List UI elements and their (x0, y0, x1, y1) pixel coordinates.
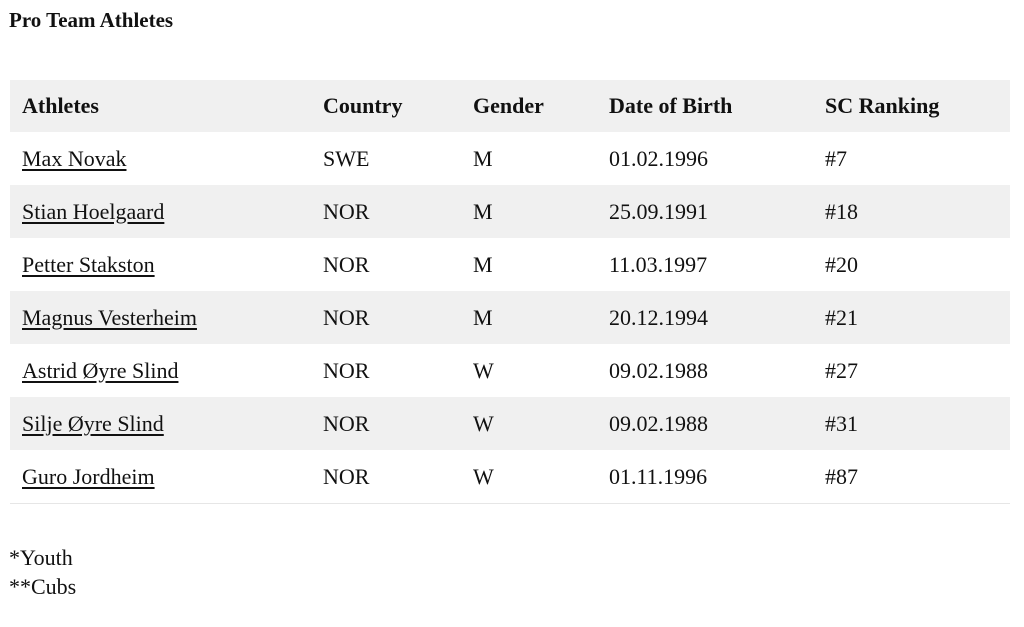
table-cell: #7 (825, 145, 847, 171)
athlete-link[interactable]: Max Novak (22, 145, 127, 171)
table-cell: 09.02.1988 (609, 357, 708, 383)
athlete-cell: Guro Jordheim (10, 450, 311, 504)
footnote: *Youth (9, 545, 73, 570)
footnote: **Cubs (9, 574, 77, 599)
table-cell: NOR (311, 397, 461, 450)
table-row: Stian Hoelgaard NOR M 25.09.1991 #18 (10, 185, 1010, 238)
table-cell: M (473, 145, 493, 171)
athlete-link[interactable]: Magnus Vesterheim (22, 304, 197, 330)
table-cell: W (473, 357, 494, 383)
table-cell: #27 (825, 357, 858, 383)
athlete-cell: Magnus Vesterheim (10, 291, 311, 344)
table-row: Magnus Vesterheim NOR M 20.12.1994 #21 (10, 291, 1010, 344)
table-cell: 01.11.1996 (597, 450, 813, 504)
column-header: Country (311, 80, 461, 132)
athlete-link[interactable]: Guro Jordheim (22, 463, 155, 489)
table-row: Petter Stakston NOR M 11.03.1997 #20 (10, 238, 1010, 291)
table-cell: #18 (813, 185, 1010, 238)
header-row: Athletes Country Gender Date of Birth SC Ran… (10, 80, 1010, 132)
table-cell: M (461, 185, 597, 238)
column-header: Athletes (10, 80, 311, 132)
table-cell: #31 (813, 397, 1010, 450)
table-cell: 11.03.1997 (609, 251, 708, 277)
athlete-link[interactable]: Petter Stakston (22, 251, 155, 277)
table-row: Max Novak SWE M 01.02.1996 #7 (10, 132, 1010, 185)
athlete-cell: Max Novak (10, 132, 311, 185)
table-row: Guro Jordheim NOR W 01.11.1996 #87 (10, 450, 1010, 504)
table-cell: 09.02.1988 (597, 397, 813, 450)
table-cell: #87 (813, 450, 1010, 504)
table-cell: 25.09.1991 (597, 185, 813, 238)
athlete-cell: Astrid Øyre Slind (10, 344, 311, 397)
athlete-cell: Stian Hoelgaard (10, 185, 311, 238)
page-title: Pro Team Athletes (9, 8, 174, 32)
athletes-table: Athletes Country Gender Date of Birth SC Ran… (10, 80, 1010, 504)
athlete-link[interactable]: Silje Øyre Slind (22, 410, 164, 436)
table-cell: W (461, 450, 597, 504)
column-header: Gender (461, 80, 597, 132)
table-body: Max Novak SWE M 01.02.1996 #7 Stian Hoelgaard… (10, 132, 1010, 504)
athlete-cell: Silje Øyre Slind (10, 397, 311, 450)
athlete-cell: Petter Stakston (10, 238, 311, 291)
footnotes: *Youth **Cubs (9, 543, 76, 601)
column-header: Date of Birth (597, 80, 813, 132)
athlete-link[interactable]: Stian Hoelgaard (22, 198, 165, 224)
table-cell: NOR (323, 251, 370, 277)
table-cell: M (473, 251, 493, 277)
table-cell: #20 (825, 251, 858, 277)
table-row: Silje Øyre Slind NOR W 09.02.1988 #31 (10, 397, 1010, 450)
column-header: SC Ranking (813, 80, 1010, 132)
table-cell: SWE (323, 145, 370, 171)
table-cell: NOR (311, 450, 461, 504)
table-cell: NOR (311, 291, 461, 344)
table-cell: #21 (813, 291, 1010, 344)
table-cell: W (461, 397, 597, 450)
table-cell: 20.12.1994 (597, 291, 813, 344)
table-row: Astrid Øyre Slind NOR W 09.02.1988 #27 (10, 344, 1010, 397)
table-cell: M (461, 291, 597, 344)
table-cell: 01.02.1996 (609, 145, 708, 171)
athlete-link[interactable]: Astrid Øyre Slind (22, 357, 179, 383)
table-cell: NOR (323, 357, 370, 383)
table-cell: NOR (311, 185, 461, 238)
